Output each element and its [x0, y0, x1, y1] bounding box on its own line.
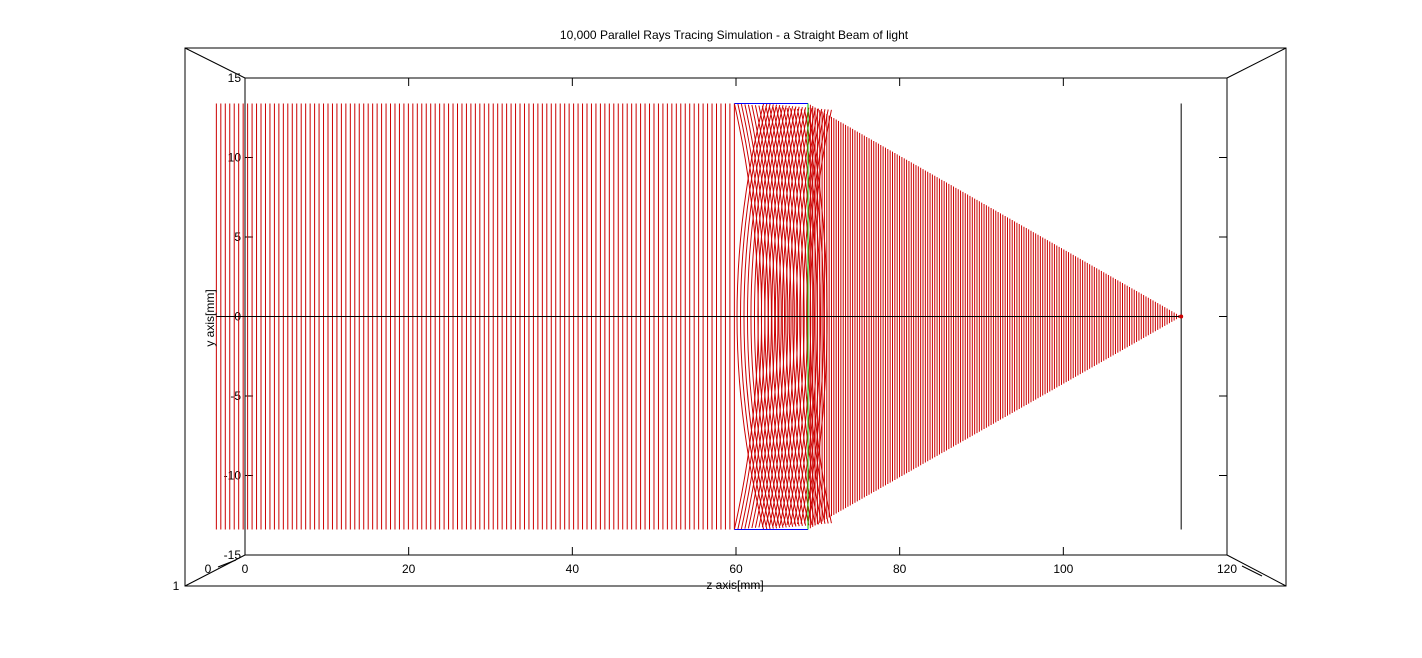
y-tick-label: -10: [224, 469, 242, 483]
chart-title: 10,000 Parallel Rays Tracing Simulation …: [560, 28, 909, 42]
box-edge-bottom-right: [1226, 554, 1287, 587]
y-tick-label: -5: [230, 389, 241, 403]
box-edge-top-left: [184, 47, 246, 79]
x-tick-label: 40: [566, 562, 580, 576]
box-depth-label-0: 0: [205, 562, 212, 576]
x-tick-label: 120: [1217, 562, 1237, 576]
axis-overlays: [216, 103, 1184, 530]
box-edge-top-right: [1226, 47, 1287, 79]
y-tick-label: 15: [228, 71, 242, 85]
x-tick-label: 60: [729, 562, 743, 576]
outer-box-frame: [184, 47, 1287, 587]
box-depth-label-1: 1: [173, 579, 180, 593]
y-axis-label: y axis[mm]: [203, 289, 217, 346]
x-axis-label: z axis[mm]: [706, 578, 763, 592]
box-depth-tick-left: [217, 559, 237, 568]
x-tick-label: 20: [402, 562, 416, 576]
x-tick-label: 100: [1053, 562, 1073, 576]
x-tick-label: 80: [893, 562, 907, 576]
box-depth-tick: [1241, 565, 1263, 577]
y-tick-label: -15: [224, 548, 242, 562]
x-tick-label: 0: [242, 562, 249, 576]
y-tick-label: 5: [234, 230, 241, 244]
focal-point: [1179, 314, 1184, 319]
3d-axes-box: 0 1: [173, 47, 1287, 593]
